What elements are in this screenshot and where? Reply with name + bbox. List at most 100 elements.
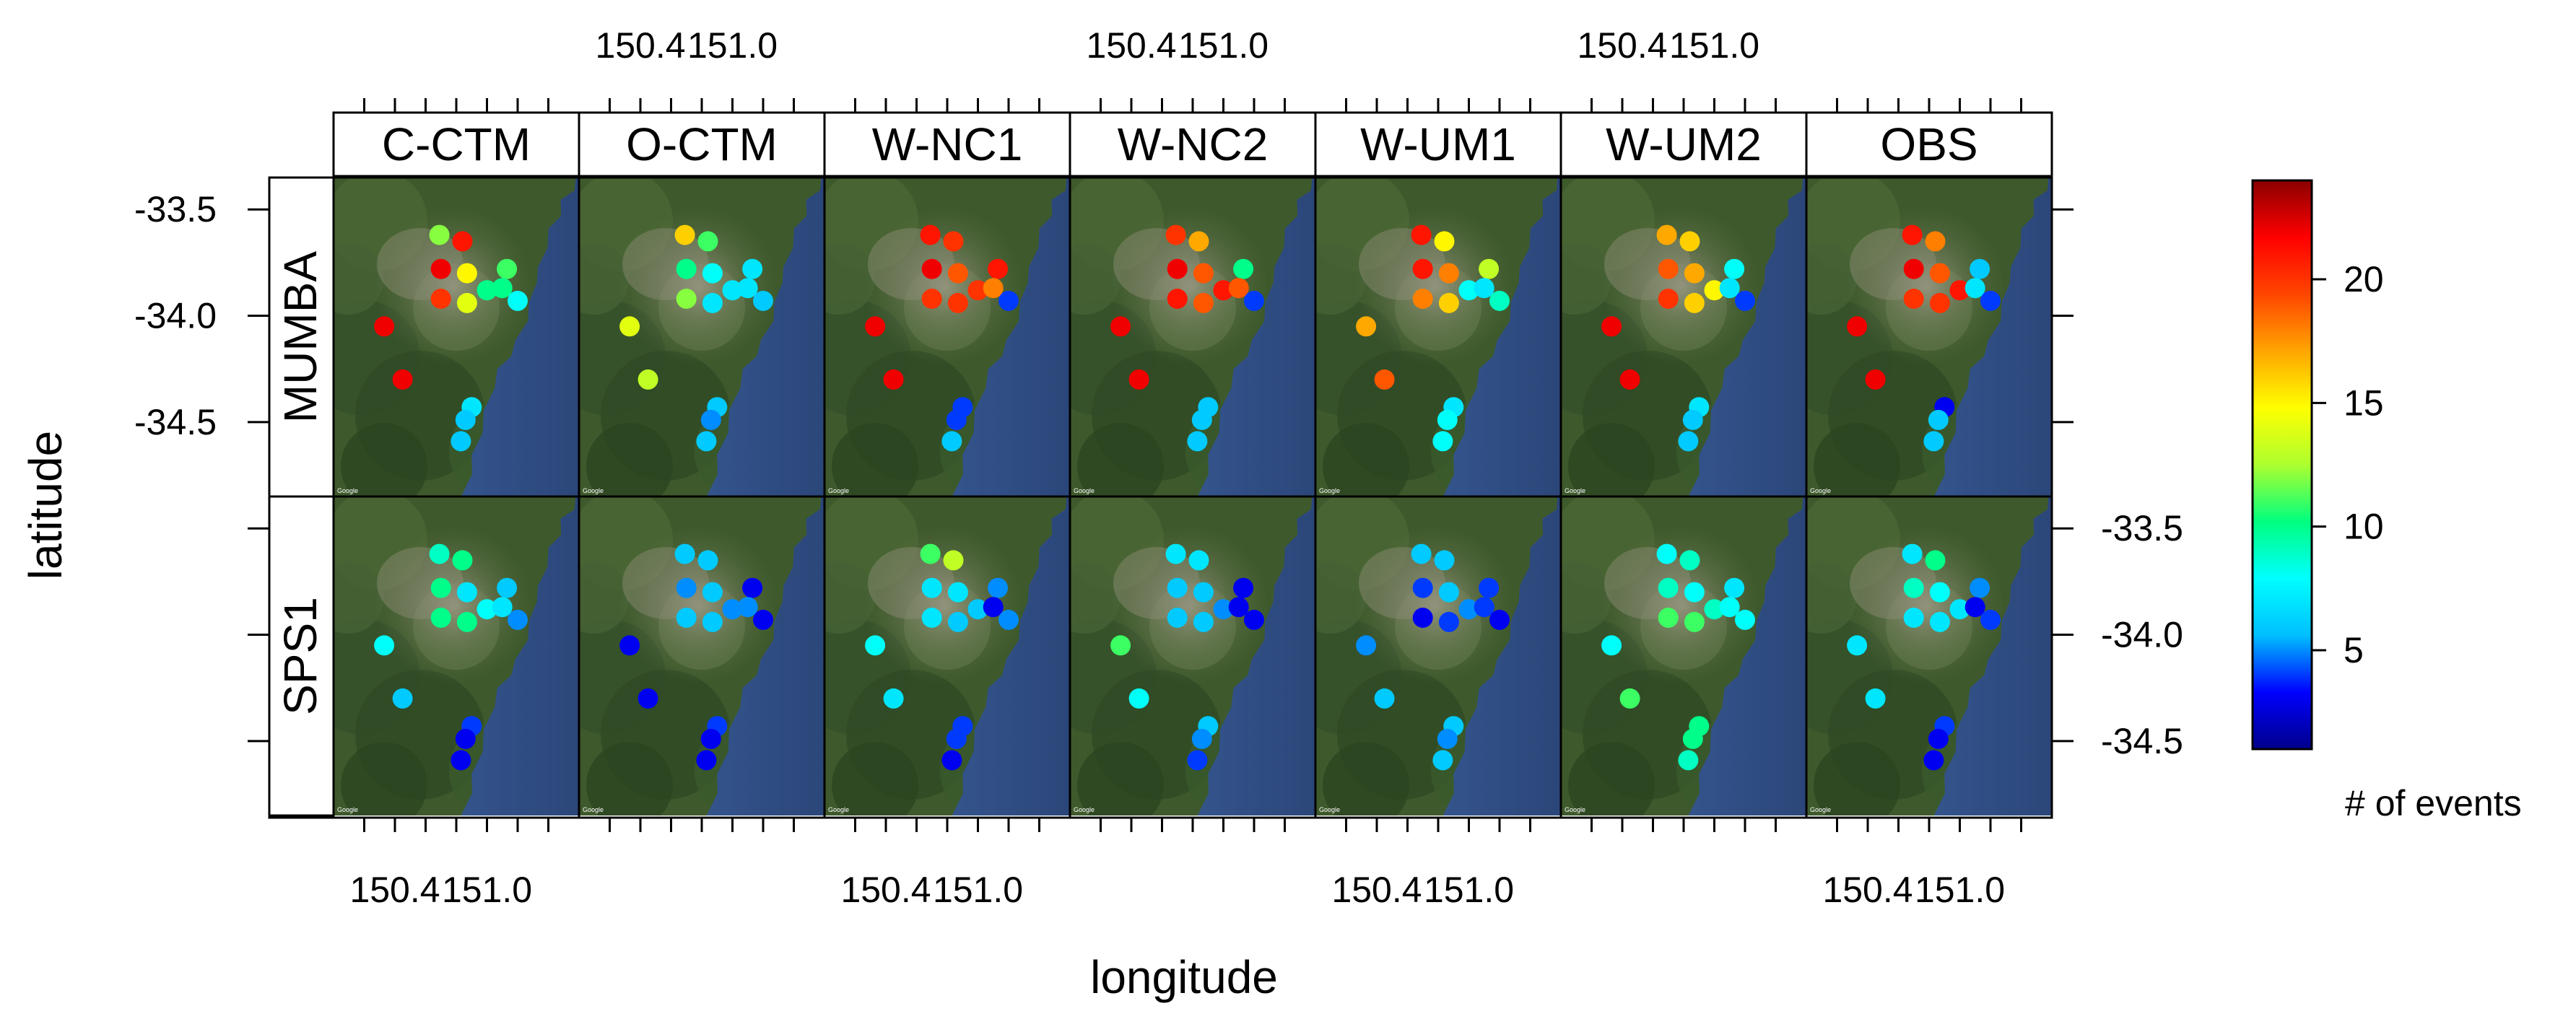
x-tick-label: 151.0 [1669,25,1759,66]
map-urban-area [868,228,954,300]
panel-sps1-w-um2: Google [1561,497,1806,815]
station-point [1479,577,1500,598]
station-point [1656,224,1677,245]
map-terrain [1814,742,1900,815]
column-strip [1805,111,2053,178]
x-tick-label: 150.4 [1331,870,1422,910]
station-point [947,611,968,632]
station-point [1128,688,1149,709]
x-tick-label: 151.0 [1424,870,1514,910]
map-urban-area [1850,547,1936,619]
map-terrain [1568,742,1655,815]
station-point [1437,409,1458,430]
station-point [676,577,697,598]
station-point [1228,278,1249,299]
map-urban-area [1846,525,2005,684]
station-point [1929,263,1950,284]
station-point [451,750,471,771]
station-point [722,599,743,620]
x-tick-label: 150.4 [840,870,931,910]
station-point [702,263,723,284]
station-point [1244,609,1264,630]
colorbar-tick-label: 5 [2344,630,2364,670]
station-point [737,597,758,618]
station-point [753,609,773,630]
panel-sps1-w-um1: Google [1315,497,1561,815]
map-credit: Google [1565,806,1585,813]
station-point [1213,280,1234,301]
station-point [865,316,886,337]
station-point [1970,577,1990,598]
station-point [1412,258,1433,279]
map-credit: Google [1565,487,1585,494]
map-terrain [824,242,875,315]
station-point [697,231,718,252]
station-point [1188,550,1209,571]
map-sea [1933,178,2052,497]
colorbar-label: # of events [2345,783,2522,823]
station-point [1438,611,1459,632]
map-sea [1443,178,1561,497]
station-point [1903,577,1924,598]
map-urban-area [1601,206,1759,365]
station-point [430,258,451,279]
station-point [947,582,968,603]
station-point [1110,316,1131,337]
station-point [921,258,942,279]
station-point [455,728,476,749]
map-urban-area [1110,206,1269,365]
x-tick-label: 151.0 [442,870,532,910]
station-point [921,289,942,309]
station-point [742,258,763,279]
station-point [1374,369,1395,390]
x-tick-label: 151.0 [1178,25,1269,66]
station-point [1193,611,1214,632]
station-point [1474,597,1494,618]
station-point [947,292,968,313]
station-point [1128,369,1149,390]
station-point [1679,550,1700,571]
station-point [920,543,941,564]
row-strip [268,176,335,498]
map-urban-area [377,547,464,619]
station-point [1110,635,1131,656]
station-point [638,369,658,390]
map-terrain [1323,742,1409,815]
map-urban-area [1113,228,1200,300]
station-point [1438,263,1459,284]
map-credit: Google [583,487,604,494]
station-point [1188,231,1209,252]
x-tick-label: 151.0 [687,25,778,66]
map-urban-area [864,206,1023,365]
map-credit: Google [337,806,358,813]
map-sea [1688,497,1806,815]
panel-sps1-c-ctm: Google [334,497,579,815]
station-point [1193,263,1214,284]
station-point [1980,290,2001,311]
station-point [1412,577,1433,598]
station-point [920,224,941,245]
station-point [1719,597,1740,618]
station-point [508,290,528,311]
station-point [456,263,477,284]
station-point [1656,543,1677,564]
station-point [1923,431,1944,452]
station-point [619,316,640,337]
colorbar: # of events 5 10 15 20 [2251,179,2522,823]
colorbar-tick-label: 15 [2344,382,2384,423]
map-terrain [1806,561,1857,634]
map-terrain [1561,561,1611,634]
station-point [1187,431,1208,452]
map-urban-area [377,228,464,300]
map-urban-area [1355,525,1514,684]
station-point [943,231,964,252]
station-point [1684,611,1705,632]
station-point [1949,280,1970,301]
station-point [1925,550,1946,571]
station-point [374,635,395,656]
map-urban-area [1110,525,1269,684]
map-sea [706,497,824,815]
station-point [492,597,513,618]
colorbar-gradient [2251,179,2313,751]
station-point [1970,258,1990,279]
